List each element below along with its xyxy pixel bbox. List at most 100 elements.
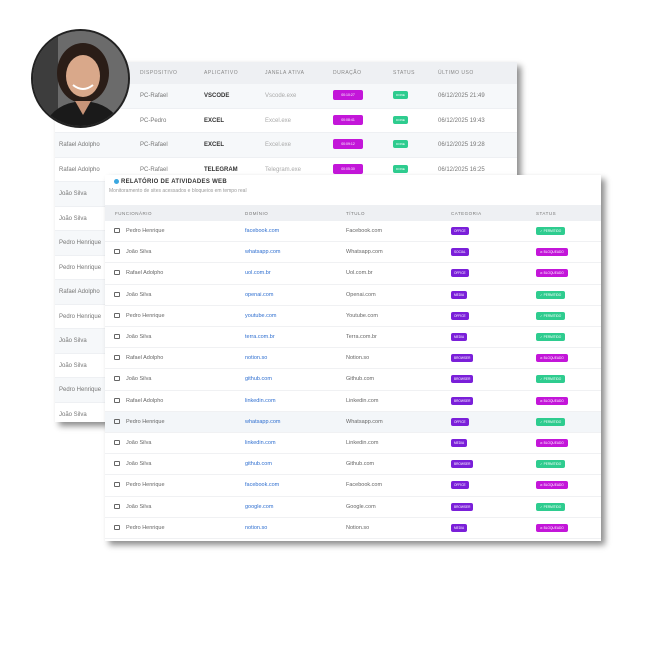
category-badge: BROWSER [451, 396, 474, 405]
employee-name: Rafael Adolpho [59, 166, 100, 173]
table-row[interactable]: João Silva terra.com.br Terra.com.br MEDIA ✓… [105, 327, 601, 349]
duration-badge: 00:09:12 [333, 139, 363, 149]
table-row[interactable]: Rafael Adolpho uol.com.br Uol.com.br OFFICE… [105, 263, 601, 285]
table-row[interactable]: João Silva google.com Google.com BROWSER ✓ P… [105, 497, 601, 518]
status-text: BLOQUEADO [543, 356, 564, 361]
employee-name: Pedro Henrique [126, 524, 165, 531]
employee-name: Rafael Adolpho [126, 355, 164, 362]
domain-link[interactable]: uol.com.br [245, 270, 271, 277]
page-title: Notion.so [346, 355, 370, 362]
table-row[interactable]: João Silva openai.com Openai.com MEDIA ✓ PER… [105, 285, 601, 306]
employee-name: Pedro Henrique [126, 482, 165, 489]
status-text: BLOQUEADO [543, 398, 564, 403]
device: PC-Rafael [140, 142, 168, 148]
status-badge: ⊘ BLOQUEADO [536, 269, 568, 278]
employee-name: João Silva [126, 291, 152, 298]
table-row[interactable]: João Silva [55, 403, 517, 423]
table-row[interactable]: Rafael Adolpho linkedin.com Linkedin.com BR… [105, 391, 601, 412]
domain-link[interactable]: github.com [245, 376, 272, 383]
employee-name: João Silva [59, 338, 87, 344]
employee-name: João Silva [59, 362, 87, 369]
device: PC-Rafael [140, 93, 168, 99]
employee-name: Pedro Henrique [59, 387, 102, 393]
device: PC-Pedro [140, 117, 167, 124]
domain-link[interactable]: notion.so [245, 355, 268, 362]
check-icon: ✓ [540, 229, 544, 233]
category-badge: OFFICE [451, 311, 469, 320]
domain-link[interactable]: linkedin.com [245, 397, 276, 404]
block-icon: ⊘ [540, 441, 544, 445]
table-row[interactable]: Pedro Henrique facebook.com Facebook.com OF… [105, 221, 601, 243]
employee-name: João Silva [126, 440, 152, 446]
table-row[interactable]: Pedro Henrique youtube.com Youtube.com OFFI… [105, 306, 601, 327]
status-badge: ✓ PERMITIDO [536, 227, 566, 235]
domain-link[interactable]: youtube.com [245, 312, 277, 319]
column-header: CATEGORIA [451, 211, 482, 216]
table-row[interactable]: Rafael Adolpho PC-Rafael EXCEL Excel.exe 00:… [55, 133, 517, 158]
web-activity-report: RELATÓRIO DE ATIVIDADES WEB Monitorament… [105, 175, 601, 541]
domain-link[interactable]: openai.com [245, 291, 274, 298]
employee-name: Rafael Adolpho [126, 270, 164, 277]
check-icon: ✓ [540, 292, 544, 297]
page-title: Youtube.com [346, 312, 378, 319]
report-title-text: RELATÓRIO DE ATIVIDADES WEB [121, 179, 227, 186]
employee-name: Pedro Henrique [59, 313, 102, 320]
employee-name: João Silva [126, 503, 152, 510]
page-title: Facebook.com [346, 228, 383, 234]
table-row[interactable]: Rafael Adolpho notion.so Notion.so BROWSER ⊘… [105, 348, 601, 370]
employee-name: João Silva [126, 376, 152, 383]
table-row[interactable]: Pedro Henrique whatsapp.com Whatsapp.com OF… [105, 411, 601, 433]
page-title: Whatsapp.com [346, 249, 383, 256]
monitor-icon [114, 270, 120, 276]
domain-link[interactable]: facebook.com [245, 228, 280, 234]
status-text: BLOQUEADO [543, 525, 564, 530]
employee-name: Rafael Adolpho [59, 142, 100, 148]
table-row[interactable]: João Silva whatsapp.com Whatsapp.com SOCIAL… [105, 242, 601, 264]
table-row[interactable]: Pedro Henrique facebook.com Facebook.com OF… [105, 475, 601, 497]
category-badge: BROWSER [451, 375, 474, 384]
domain-link[interactable]: whatsapp.com [245, 249, 281, 256]
table-header: DISPOSITIVO APLICATIVO JANELA ATIVA DURAÇÃO… [55, 62, 517, 84]
status-badge: ⊘ BLOQUEADO [536, 396, 568, 405]
active-window: Telegram.exe [265, 166, 302, 173]
domain-link[interactable]: linkedin.com [245, 440, 276, 446]
monitor-icon [114, 312, 120, 318]
avatar [31, 29, 130, 128]
employee-name: Pedro Henrique [59, 240, 102, 246]
page-title: Openai.com [346, 291, 376, 298]
page-title: Github.com [346, 461, 375, 468]
employee-name: Pedro Henrique [126, 228, 165, 234]
device: PC-Rafael [140, 166, 168, 173]
active-window: Excel.exe [265, 142, 292, 148]
check-icon: ✓ [540, 335, 544, 339]
domain-link[interactable]: facebook.com [245, 482, 280, 489]
monitor-icon [114, 291, 120, 297]
table-row[interactable]: João Silva github.com Github.com BROWSER ✓ P… [105, 454, 601, 476]
monitor-icon [114, 503, 120, 509]
table-row[interactable]: Pedro Henrique notion.so Notion.so MEDIA ⊘ B… [105, 518, 601, 539]
table-row[interactable]: PC-Rafael VSCODE Vscode.exe 00:10:27 DONE 06/… [55, 84, 517, 109]
domain-link[interactable]: github.com [245, 461, 272, 468]
employee-name: João Silva [126, 334, 152, 340]
check-icon: ✓ [540, 504, 544, 509]
table-row[interactable]: PC-Pedro EXCEL Excel.exe 00:08:41 DONE 06/12/… [55, 109, 517, 133]
category-badge: BROWSER [451, 354, 474, 363]
column-header: APLICATIVO [204, 70, 239, 76]
table-row[interactable]: João Silva github.com Github.com BROWSER ✓ P… [105, 369, 601, 391]
monitor-icon [114, 461, 120, 467]
last-used: 06/12/2025 19:43 [438, 117, 485, 124]
application: EXCEL [204, 117, 225, 124]
category-badge: OFFICE [451, 269, 469, 278]
employee-name: Pedro Henrique [126, 312, 165, 319]
domain-link[interactable]: terra.com.br [245, 334, 275, 340]
duration-badge: 00:10:27 [333, 90, 363, 100]
domain-link[interactable]: notion.so [245, 524, 268, 531]
status-badge: ⊘ BLOQUEADO [536, 481, 568, 490]
table-row[interactable]: João Silva linkedin.com Linkedin.com MEDIA ⊘… [105, 433, 601, 455]
application: TELEGRAM [204, 166, 238, 173]
category-badge: BROWSER [451, 502, 474, 511]
status-text: PERMITIDO [543, 292, 562, 297]
domain-link[interactable]: whatsapp.com [245, 418, 281, 425]
employee-name: Rafael Adolpho [126, 397, 164, 404]
domain-link[interactable]: google.com [245, 503, 274, 510]
